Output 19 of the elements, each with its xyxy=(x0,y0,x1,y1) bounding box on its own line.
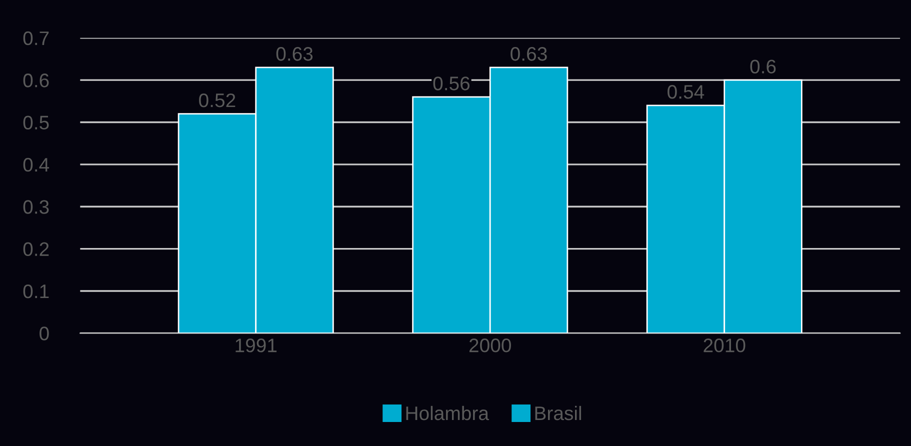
data-label: 0.56 xyxy=(433,76,470,90)
data-label: 0.6 xyxy=(750,60,776,74)
x-tick-label: 2010 xyxy=(704,338,746,352)
y-tick-label: 0.3 xyxy=(23,200,49,214)
data-label: 0.52 xyxy=(199,93,236,108)
y-tick-label: 0.1 xyxy=(23,284,49,298)
legend-label: Holambra xyxy=(406,406,489,420)
y-tick-label: 0.2 xyxy=(23,242,49,256)
y-tick-label: 0.6 xyxy=(23,74,49,88)
data-label: 0.63 xyxy=(276,47,313,61)
x-tick-label: 1991 xyxy=(236,338,277,352)
y-tick-label: 0.7 xyxy=(23,31,49,46)
y-tick-label: 0 xyxy=(40,326,49,340)
x-tick-label: 2000 xyxy=(469,338,511,352)
data-label: 0.54 xyxy=(668,85,704,99)
legend-label: Brasil xyxy=(535,406,582,420)
y-tick-label: 0.4 xyxy=(23,158,50,172)
data-label: 0.63 xyxy=(510,47,547,61)
y-tick-label: 0.5 xyxy=(23,116,49,130)
